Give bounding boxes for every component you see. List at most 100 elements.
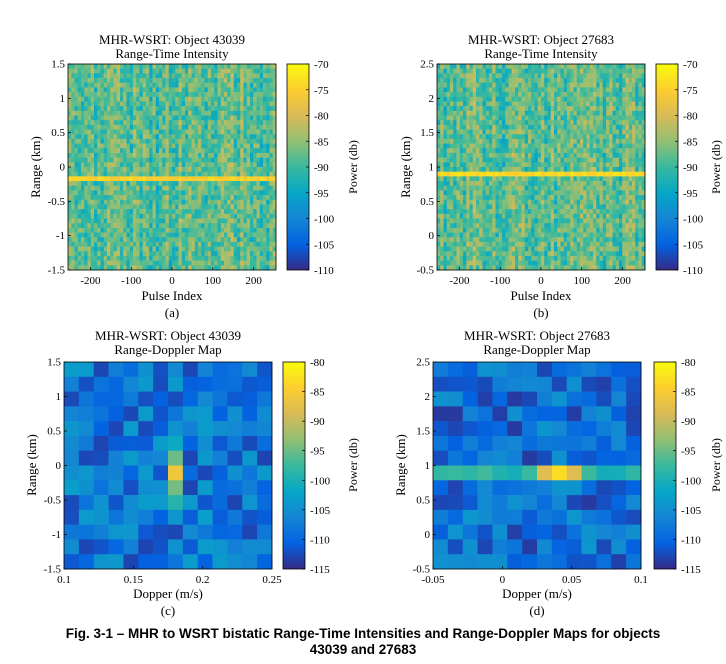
panel-a-cell [81, 82, 85, 88]
panel-a-cell [259, 171, 264, 177]
panel-b-cell [495, 152, 500, 158]
panel-b-cell [466, 265, 470, 271]
panel-a-cell [133, 87, 137, 93]
panel-a-cell [246, 251, 251, 257]
panel-b-cell [453, 106, 457, 112]
panel-b-cell [576, 82, 581, 88]
panel-b-cell [453, 185, 457, 191]
panel-b-cell [450, 115, 454, 121]
panel-b-cell [583, 82, 587, 88]
panel-b-cell [537, 195, 542, 201]
panel-b-cell [508, 167, 513, 172]
panel-a-cell [269, 218, 274, 224]
panel-b-cell [469, 96, 474, 102]
panel-b-cell [456, 255, 461, 261]
panel-b-cell [560, 115, 565, 121]
panel-b-cell [537, 213, 542, 219]
panel-b-cell [446, 124, 451, 130]
panel-b-cell [450, 148, 454, 154]
panel-b-cell [466, 204, 470, 210]
panel-b-cell [557, 115, 561, 121]
panel-b-cell [580, 171, 584, 177]
panel-b-cell [563, 181, 568, 187]
panel-a-cell [178, 251, 183, 257]
panel-a-cell [194, 138, 199, 144]
panel-b-cell [485, 185, 490, 191]
panel-b-cell [440, 237, 444, 243]
panel-a-cell [224, 92, 228, 98]
panel-a-cell [116, 124, 121, 130]
panel-a-cell [74, 148, 79, 154]
panel-a-cell [120, 246, 124, 252]
panel-b-cell [459, 237, 464, 243]
panel-a-cell [149, 101, 153, 107]
panel-b-cell [508, 218, 513, 224]
panel-a-cell [237, 64, 241, 69]
panel-a-cell [110, 134, 114, 140]
panel-a-cell [220, 120, 225, 126]
panel-a-cell [142, 115, 147, 121]
panel-b-cell [521, 64, 526, 69]
panel-a-cell [201, 152, 205, 158]
panel-a-cell [159, 96, 163, 102]
panel-a-cell [123, 167, 127, 172]
panel-a-cell [194, 96, 199, 102]
panel-b-cell [589, 181, 594, 187]
panel-a-cell [172, 101, 176, 107]
panel-b-cell [541, 181, 545, 187]
panel-a-cell [220, 241, 225, 247]
panel-a-colorbar [286, 63, 310, 271]
panel-a-cell [181, 223, 186, 229]
panel-a-cell [116, 167, 121, 172]
panel-a-cell [181, 82, 186, 88]
panel-b-cell [531, 204, 535, 210]
panel-a-cell [214, 134, 218, 140]
panel-a-cell [74, 195, 79, 201]
panel-a-cell [94, 204, 98, 210]
panel-a-cell [220, 255, 225, 261]
panel-a-cell [227, 255, 231, 261]
panel-a-cell [94, 232, 98, 238]
panel-a-cell [269, 227, 274, 233]
panel-a-cell [123, 138, 127, 144]
panel-a-cell [240, 148, 244, 154]
panel-a-cell [87, 260, 92, 266]
panel-b-cell [586, 92, 591, 98]
panel-b-cell [521, 204, 526, 210]
panel-b-cell [531, 82, 535, 88]
panel-a-cell [263, 251, 267, 257]
panel-a-cell [90, 106, 95, 112]
panel-a-cell [133, 82, 137, 88]
panel-a-cell [217, 101, 222, 107]
panel-a-cell [155, 265, 160, 271]
panel-a-cell [259, 101, 264, 107]
panel-b-cell [485, 106, 490, 112]
panel-a-cell [250, 157, 254, 163]
panel-a-cell [269, 162, 274, 168]
panel-a-cell [214, 73, 218, 79]
panel-a-cell [243, 87, 248, 93]
panel-a-cell [237, 82, 241, 88]
panel-a-cell [191, 134, 196, 140]
panel-b-cell [459, 218, 464, 224]
panel-a-cell [217, 181, 222, 187]
panel-a-cell [107, 143, 111, 149]
panel-b-cell [498, 124, 503, 130]
panel-b-cell [570, 87, 574, 93]
panel-b-cell [576, 251, 581, 257]
panel-a-cell [129, 64, 134, 69]
panel-a-cell [233, 251, 238, 257]
panel-b-cell [463, 195, 467, 201]
panel-a-cell [116, 251, 121, 257]
panel-a-cell [204, 223, 209, 229]
panel-a-cell [237, 237, 241, 243]
panel-a-y-tick-label: -1 [56, 230, 65, 242]
panel-a-cell [87, 73, 92, 79]
panel-a-cell [175, 162, 179, 168]
panel-a-cell [259, 92, 264, 98]
panel-b-cell [586, 96, 591, 102]
panel-a-cell [110, 92, 114, 98]
panel-a-cell [214, 260, 218, 266]
panel-a-cell [178, 190, 183, 196]
panel-a-cell [224, 246, 228, 252]
